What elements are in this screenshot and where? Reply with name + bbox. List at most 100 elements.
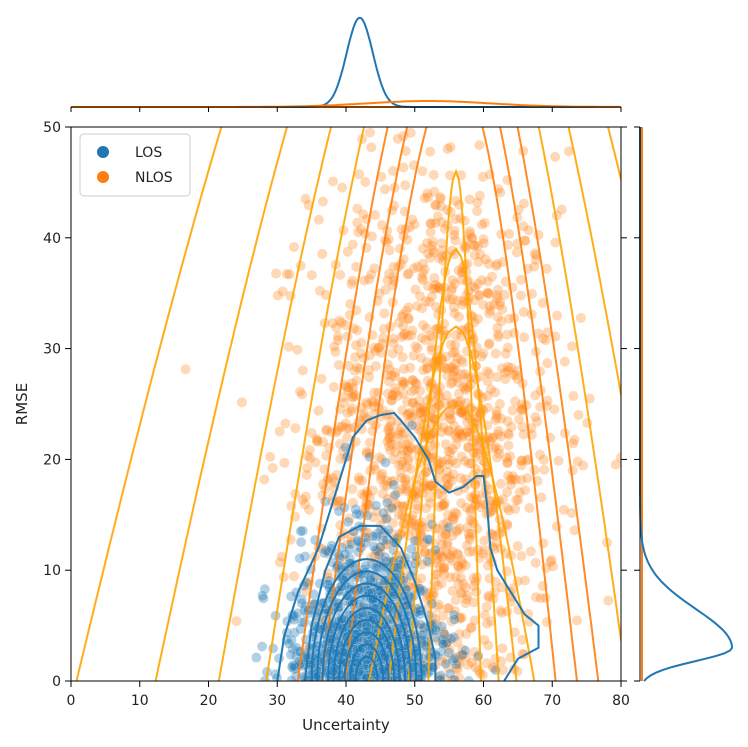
nlos-point — [503, 505, 514, 516]
x-tick-label: 20 — [200, 693, 218, 709]
nlos-point — [523, 225, 534, 236]
nlos-point — [383, 441, 394, 452]
nlos-point — [364, 365, 375, 376]
los-point — [370, 500, 382, 511]
nlos-point — [442, 548, 453, 559]
nlos-point — [412, 503, 423, 514]
nlos-point — [380, 284, 391, 295]
nlos-point — [443, 425, 454, 436]
nlos-point — [265, 451, 276, 462]
nlos-point — [447, 362, 458, 373]
nlos-point — [474, 289, 485, 300]
nlos-point — [304, 444, 315, 455]
nlos-point — [322, 424, 333, 435]
nlos-point — [470, 576, 481, 587]
nlos-point — [407, 397, 418, 408]
nlos-point — [450, 430, 461, 441]
nlos-point — [335, 453, 346, 464]
nlos-point — [398, 329, 409, 340]
nlos-point — [330, 346, 341, 357]
nlos-point — [470, 662, 481, 673]
nlos-point — [463, 441, 474, 452]
nlos-point — [453, 311, 464, 322]
nlos-point — [469, 615, 480, 626]
nlos-point — [312, 435, 323, 446]
nlos-point — [442, 143, 453, 154]
nlos-point — [346, 378, 357, 389]
nlos-point — [351, 261, 362, 272]
nlos-point — [396, 473, 407, 484]
nlos-point — [575, 312, 586, 323]
nlos-point — [442, 540, 453, 551]
nlos-point — [542, 395, 553, 406]
los-point — [422, 556, 433, 567]
nlos-point — [496, 431, 507, 442]
nlos-point — [449, 606, 460, 617]
los-point — [381, 513, 392, 525]
nlos-point — [462, 590, 473, 601]
nlos-point — [366, 142, 377, 153]
nlos-point — [466, 657, 477, 668]
nlos-point — [453, 560, 464, 571]
nlos-point — [510, 396, 521, 407]
nlos-point — [518, 429, 529, 440]
nlos-point — [346, 536, 357, 547]
nlos-point — [517, 648, 528, 659]
nlos-point — [439, 397, 450, 408]
nlos-point — [448, 366, 459, 377]
nlos-point — [403, 453, 414, 464]
nlos-point — [460, 383, 471, 394]
nlos-point — [367, 396, 378, 407]
nlos-point — [360, 176, 371, 187]
nlos-point — [481, 509, 492, 520]
nlos-point — [493, 425, 504, 436]
nlos-point — [297, 365, 308, 376]
nlos-point — [453, 578, 464, 589]
los-point — [346, 538, 357, 550]
nlos-point — [463, 442, 474, 453]
nlos-point — [435, 193, 446, 204]
nlos-point — [508, 369, 519, 380]
nlos-point — [569, 434, 580, 445]
nlos-point — [279, 457, 290, 468]
top-marginal — [71, 16, 622, 108]
nlos-point — [436, 427, 447, 438]
nlos-point — [390, 386, 401, 397]
nlos-point — [180, 364, 191, 375]
nlos-point — [515, 404, 526, 415]
nlos-point — [446, 285, 457, 296]
nlos-point — [573, 409, 584, 420]
nlos-point — [379, 308, 390, 319]
nlos-point — [447, 546, 458, 557]
nlos-point — [384, 364, 395, 375]
nlos-point — [442, 603, 453, 614]
nlos-point — [424, 492, 435, 503]
nlos-point — [482, 390, 493, 401]
nlos-point — [297, 389, 308, 400]
nlos-point — [403, 268, 414, 279]
nlos-point — [457, 357, 468, 368]
nlos-point — [503, 365, 514, 376]
nlos-point — [456, 498, 467, 509]
los-point — [380, 457, 391, 468]
nlos-point — [428, 412, 439, 423]
nlos-point — [377, 468, 388, 479]
nlos-point — [342, 246, 353, 257]
nlos-point — [423, 248, 434, 259]
nlos-point — [482, 376, 493, 387]
nlos-point — [415, 385, 426, 396]
nlos-point — [466, 622, 477, 633]
nlos-point — [548, 561, 559, 572]
los-point — [435, 670, 446, 681]
nlos-point — [438, 255, 449, 266]
nlos-point — [507, 471, 518, 482]
nlos-point — [451, 458, 462, 469]
nlos-point — [492, 312, 503, 323]
nlos-point — [490, 387, 501, 398]
nlos-point — [335, 495, 346, 506]
nlos-point — [376, 347, 387, 358]
nlos-point — [425, 252, 436, 263]
y-tick-label: 20 — [43, 452, 61, 468]
nlos-point — [563, 146, 574, 157]
nlos-point — [516, 455, 527, 466]
